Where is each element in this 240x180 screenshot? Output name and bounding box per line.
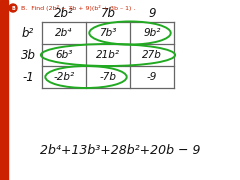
- Text: 21b²: 21b²: [96, 50, 120, 60]
- Text: -2b²: -2b²: [54, 72, 75, 82]
- Text: 2b²: 2b²: [54, 6, 74, 19]
- Text: -1: -1: [22, 71, 34, 84]
- Text: -9: -9: [147, 72, 157, 82]
- Text: -7b: -7b: [100, 72, 116, 82]
- Text: B.  Find (2b² + 7b + 9)(b² + 3b – 1) .: B. Find (2b² + 7b + 9)(b² + 3b – 1) .: [21, 5, 135, 11]
- Text: b²: b²: [22, 26, 34, 39]
- Text: 9b²: 9b²: [143, 28, 161, 38]
- Text: 27b: 27b: [142, 50, 162, 60]
- Text: B: B: [11, 6, 15, 10]
- Text: 3b: 3b: [20, 48, 36, 62]
- Text: 9: 9: [148, 6, 156, 19]
- Text: 7b: 7b: [101, 6, 115, 19]
- Bar: [0, 0, 8, 180]
- Text: 7b³: 7b³: [99, 28, 117, 38]
- Text: 6b³: 6b³: [55, 50, 73, 60]
- Text: 2b⁴: 2b⁴: [55, 28, 73, 38]
- Text: 2b⁴+13b³+28b²+20b − 9: 2b⁴+13b³+28b²+20b − 9: [40, 143, 200, 156]
- Circle shape: [9, 4, 17, 12]
